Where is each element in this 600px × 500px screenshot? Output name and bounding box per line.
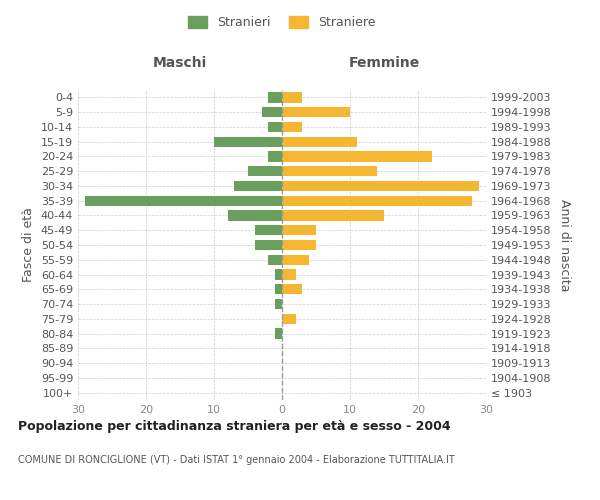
Bar: [282, 92, 302, 102]
Bar: [255, 225, 282, 235]
Y-axis label: Fasce di età: Fasce di età: [22, 208, 35, 282]
Bar: [282, 166, 377, 176]
Bar: [268, 152, 282, 162]
Text: Maschi: Maschi: [153, 56, 207, 70]
Bar: [275, 270, 282, 280]
Bar: [275, 284, 282, 294]
Text: Femmine: Femmine: [349, 56, 419, 70]
Legend: Stranieri, Straniere: Stranieri, Straniere: [184, 11, 380, 34]
Bar: [282, 225, 316, 235]
Bar: [282, 136, 357, 147]
Bar: [255, 240, 282, 250]
Bar: [268, 92, 282, 102]
Text: Popolazione per cittadinanza straniera per età e sesso - 2004: Popolazione per cittadinanza straniera p…: [18, 420, 451, 433]
Y-axis label: Anni di nascita: Anni di nascita: [558, 198, 571, 291]
Bar: [85, 196, 282, 206]
Bar: [282, 314, 296, 324]
Bar: [248, 166, 282, 176]
Bar: [282, 254, 309, 265]
Bar: [282, 284, 302, 294]
Bar: [282, 107, 350, 118]
Text: COMUNE DI RONCIGLIONE (VT) - Dati ISTAT 1° gennaio 2004 - Elaborazione TUTTITALI: COMUNE DI RONCIGLIONE (VT) - Dati ISTAT …: [18, 455, 455, 465]
Bar: [214, 136, 282, 147]
Bar: [262, 107, 282, 118]
Bar: [282, 122, 302, 132]
Bar: [282, 196, 472, 206]
Bar: [275, 328, 282, 338]
Bar: [282, 152, 431, 162]
Bar: [275, 299, 282, 309]
Bar: [227, 210, 282, 220]
Bar: [268, 254, 282, 265]
Bar: [235, 181, 282, 191]
Bar: [282, 270, 296, 280]
Bar: [282, 240, 316, 250]
Bar: [282, 181, 479, 191]
Bar: [268, 122, 282, 132]
Bar: [282, 210, 384, 220]
